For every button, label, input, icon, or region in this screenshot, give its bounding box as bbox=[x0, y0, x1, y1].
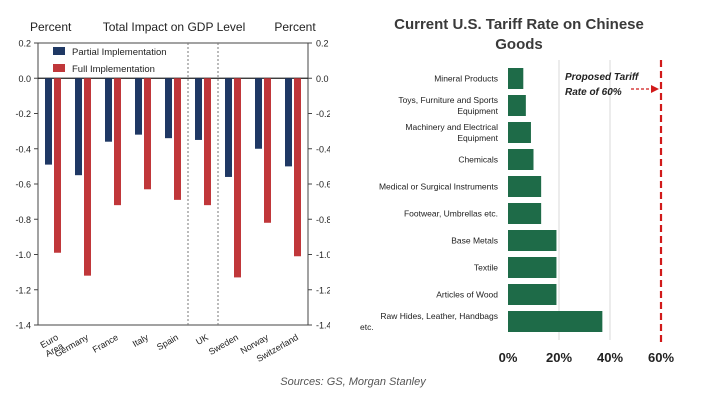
category-label: Footwear, Umbrellas etc. bbox=[404, 209, 498, 219]
y-tick-label-right: -1.4 bbox=[316, 321, 330, 331]
tariff-bar bbox=[508, 149, 534, 170]
chart-title-right-line2: Goods bbox=[495, 36, 543, 53]
bar-full-uk bbox=[204, 78, 211, 206]
y-tick-label-left: -0.4 bbox=[15, 144, 31, 154]
x-tick-label: 0% bbox=[499, 350, 518, 365]
bar-partial-uk bbox=[195, 78, 202, 140]
chart-title-right-line1: Current U.S. Tariff Rate on Chinese bbox=[394, 16, 644, 33]
bar-full-france bbox=[114, 78, 121, 206]
gdp-impact-chart: Percent Total Impact on GDP Level Percen… bbox=[15, 20, 330, 364]
tariff-bar bbox=[508, 176, 542, 197]
bars bbox=[508, 68, 603, 332]
y-tick-label-left: -0.2 bbox=[15, 109, 31, 119]
chart-title-left: Total Impact on GDP Level bbox=[103, 20, 246, 34]
tariff-bar bbox=[508, 68, 524, 89]
y-tick-label-right: -0.6 bbox=[316, 180, 330, 190]
right-unit-label: Percent bbox=[274, 20, 316, 34]
y-axis-categories: Mineral Products Toys, Furniture and Spor… bbox=[360, 74, 499, 333]
y-tick-label-right: -0.4 bbox=[316, 144, 330, 154]
left-unit-label: Percent bbox=[30, 20, 72, 34]
bar-full-spain bbox=[174, 78, 181, 200]
bar-partial-italy bbox=[135, 78, 142, 135]
tariff-bar bbox=[508, 311, 603, 332]
gridlines bbox=[558, 60, 611, 340]
bar-full-switzerland bbox=[294, 78, 301, 257]
bar-full-norway bbox=[264, 78, 271, 223]
tariff-bar bbox=[508, 95, 526, 116]
bar-full-italy bbox=[144, 78, 151, 190]
tariff-rate-chart: Current U.S. Tariff Rate on Chinese Good… bbox=[360, 16, 675, 365]
annotation-line2: Rate of 60% bbox=[565, 87, 622, 98]
bar-full-euro-area bbox=[54, 78, 61, 253]
x-axis: 0% 20% 40% 60% bbox=[499, 350, 675, 365]
bar-partial-norway bbox=[255, 78, 262, 149]
y-axis-left: 0.2 0.0 -0.2 -0.4 -0.6 -0.8 -1.0 -1.2 -1.4 bbox=[15, 39, 38, 331]
y-tick-label-right: 0.0 bbox=[316, 74, 329, 84]
bar-full-germany bbox=[84, 78, 91, 276]
x-tick-label: 60% bbox=[648, 350, 674, 365]
x-category-label: Italy bbox=[131, 332, 151, 349]
y-tick-label-right: -1.2 bbox=[316, 285, 330, 295]
bar-partial-germany bbox=[75, 78, 82, 176]
bars bbox=[45, 78, 301, 278]
legend-label-full: Full Implementation bbox=[72, 64, 155, 75]
tariff-bar bbox=[508, 203, 542, 224]
y-tick-label-left: -0.6 bbox=[15, 180, 31, 190]
bar-full-sweden bbox=[234, 78, 241, 278]
y-tick-label-left: 0.0 bbox=[18, 74, 31, 84]
group-dividers bbox=[187, 43, 219, 325]
x-tick-label: 40% bbox=[597, 350, 623, 365]
bar-partial-sweden bbox=[225, 78, 232, 177]
category-label: Chemicals bbox=[458, 155, 498, 165]
y-tick-label-left: -1.4 bbox=[15, 321, 31, 331]
category-label: Base Metals bbox=[451, 236, 498, 246]
y-tick-label-right: -0.2 bbox=[316, 109, 330, 119]
x-category-label: France bbox=[91, 332, 120, 355]
legend: Partial Implementation Full Implementati… bbox=[53, 47, 167, 75]
category-label: Medical or Surgical Instruments bbox=[379, 182, 498, 192]
y-tick-label-right: -0.8 bbox=[316, 215, 330, 225]
legend-swatch-full bbox=[53, 64, 65, 72]
sources-note: Sources: GS, Morgan Stanley bbox=[280, 376, 426, 388]
bar-partial-france bbox=[105, 78, 112, 142]
bar-partial-euro-area bbox=[45, 78, 52, 165]
y-tick-label-left: -0.8 bbox=[15, 215, 31, 225]
x-category-label: Sweden bbox=[207, 332, 240, 357]
bar-partial-switzerland bbox=[285, 78, 292, 167]
y-tick-label-left: -1.2 bbox=[15, 285, 31, 295]
legend-swatch-partial bbox=[53, 47, 65, 55]
category-label: Toys, Furniture and Sports Equipment bbox=[398, 95, 498, 116]
y-axis-right: 0.2 0.0 -0.2 -0.4 -0.6 -0.8 -1.0 -1.2 -1.4 bbox=[308, 39, 330, 331]
legend-label-partial: Partial Implementation bbox=[72, 47, 167, 58]
category-label: Machinery and Electrical Equipment bbox=[405, 122, 498, 143]
annotation-arrowhead bbox=[651, 85, 659, 93]
y-tick-label-left: -1.0 bbox=[15, 250, 31, 260]
y-tick-label-right: 0.2 bbox=[316, 39, 329, 49]
tariff-bar bbox=[508, 122, 531, 143]
y-tick-label-left: 0.2 bbox=[18, 39, 31, 49]
category-label: Articles of Wood bbox=[436, 290, 498, 300]
tariff-bar bbox=[508, 284, 557, 305]
category-label: Textile bbox=[474, 263, 498, 273]
category-label: Mineral Products bbox=[434, 74, 498, 84]
y-tick-label-right: -1.0 bbox=[316, 250, 330, 260]
category-label: Raw Hides, Leather, Handbags etc. bbox=[360, 311, 498, 332]
x-category-label: Spain bbox=[155, 332, 180, 352]
tariff-bar bbox=[508, 257, 557, 278]
x-tick-label: 20% bbox=[546, 350, 572, 365]
x-category-label: UK bbox=[194, 332, 210, 347]
annotation-line1: Proposed Tariff bbox=[565, 72, 640, 83]
tariff-bar bbox=[508, 230, 557, 251]
bar-partial-spain bbox=[165, 78, 172, 139]
